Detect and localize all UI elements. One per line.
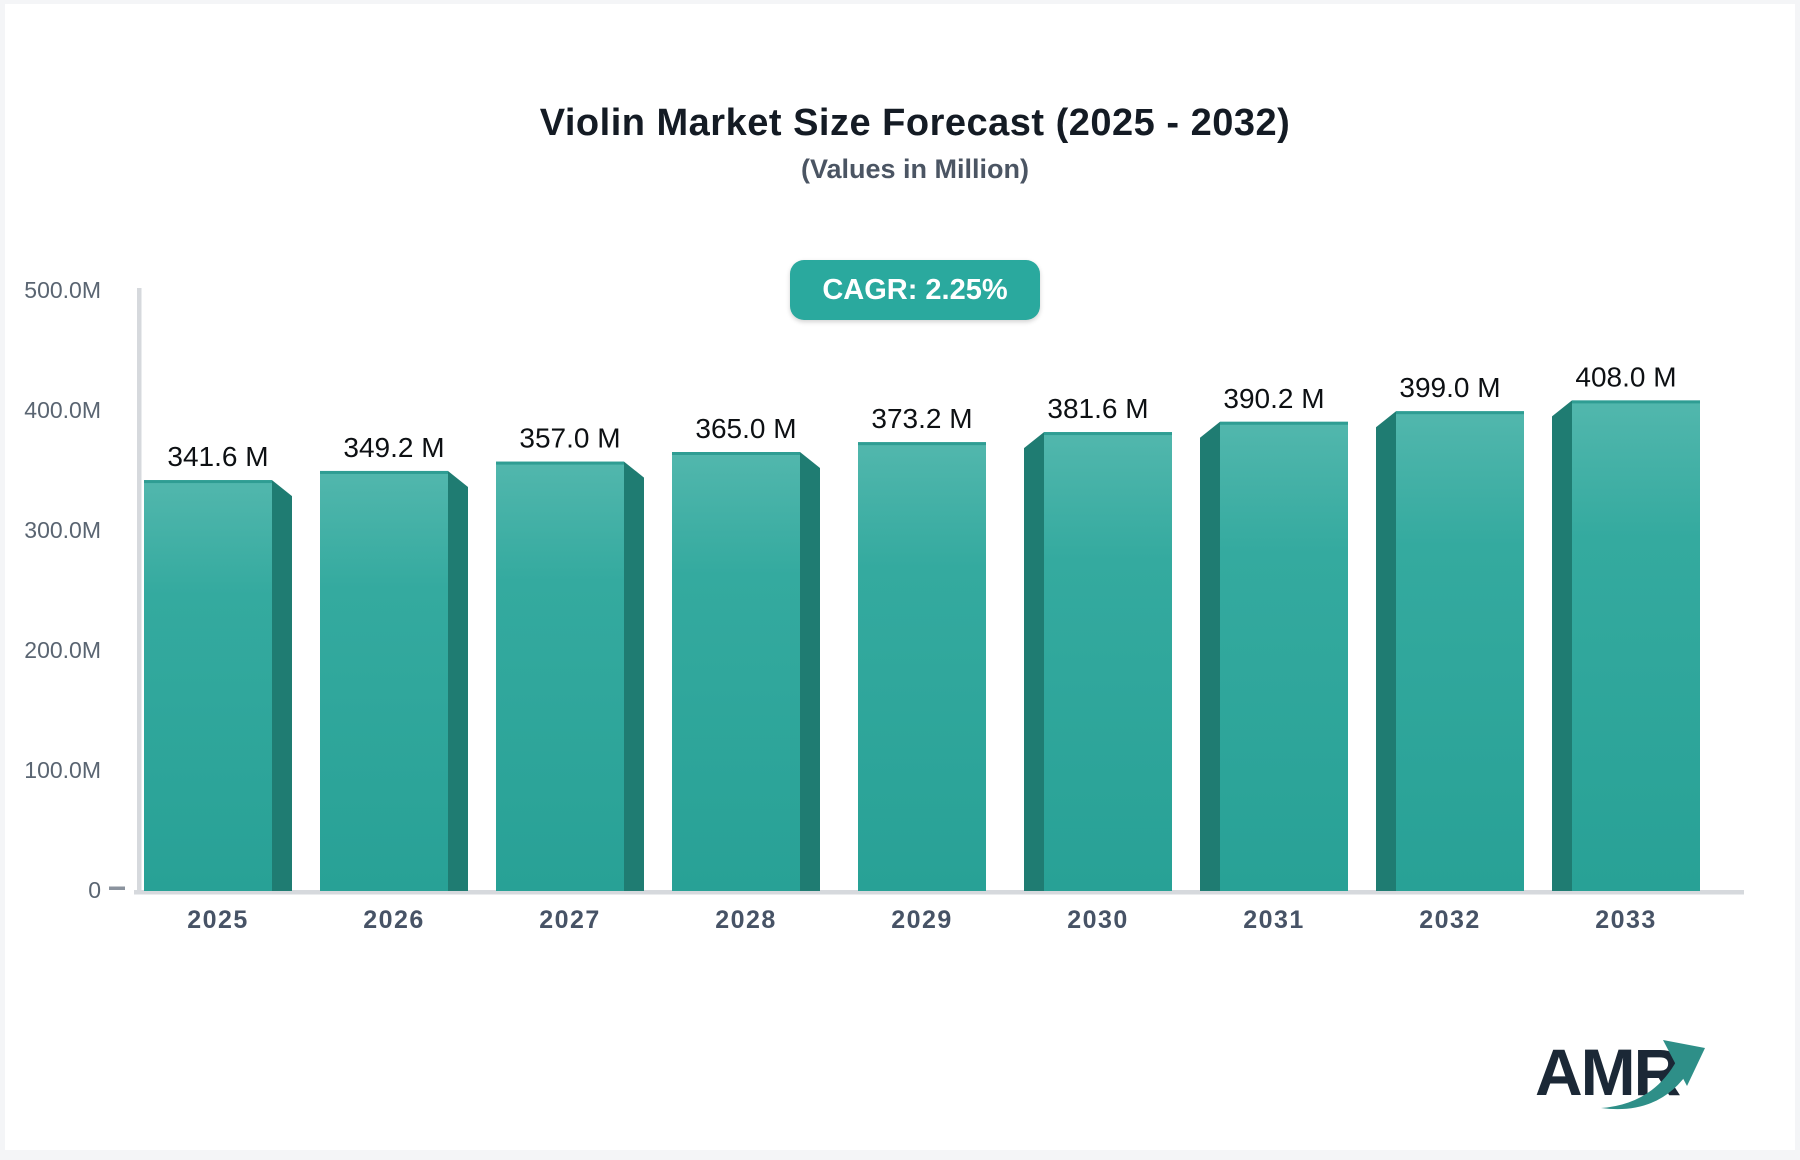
bar-chart-canvas: 0 100.0M 200.0M 300.0M 400.0M 500.0M 341.6 M 20…	[24, 277, 1744, 934]
amr-logo: AMR	[1525, 1034, 1745, 1134]
bar-side-face	[1024, 432, 1044, 891]
bar-2027[interactable]	[496, 461, 624, 891]
bar-top-edge	[1572, 400, 1700, 404]
bar-group-2029	[858, 442, 986, 891]
bar-side-face	[1376, 411, 1396, 891]
y-axis-label-300: 300.0M	[24, 517, 101, 543]
value-label-2027: 357.0 M	[519, 423, 620, 454]
value-label-2026: 349.2 M	[343, 432, 444, 463]
y-axis-label-0: 0	[88, 877, 101, 903]
bar-top-edge	[320, 470, 448, 474]
bar-2031[interactable]	[1220, 421, 1348, 891]
value-label-2029: 373.2 M	[871, 403, 972, 434]
bar-side-face	[448, 470, 468, 891]
bar-2028[interactable]	[672, 452, 800, 891]
chart-card: Violin Market Size Forecast (2025 - 2032…	[5, 4, 1795, 1150]
x-axis-label-2028: 2028	[715, 906, 777, 934]
value-label-2032: 399.0 M	[1399, 372, 1500, 403]
y-axis-label-100: 100.0M	[24, 757, 101, 783]
x-axis-label-2031: 2031	[1243, 906, 1305, 934]
y-axis-tick-zero	[109, 886, 125, 890]
y-axis-label-400: 400.0M	[24, 397, 101, 423]
value-label-2033: 408.0 M	[1575, 361, 1676, 392]
bar-group-2032	[1376, 411, 1524, 891]
bar-2029[interactable]	[858, 442, 986, 891]
bar-top-edge	[144, 480, 272, 484]
bar-side-face	[1200, 421, 1220, 891]
bar-2025[interactable]	[144, 480, 272, 891]
x-axis-label-2025: 2025	[187, 906, 249, 934]
bar-group-2030	[1024, 432, 1172, 891]
x-axis-line	[134, 890, 1744, 895]
bar-group-2026	[320, 470, 468, 891]
growth-arrow-shape	[1663, 1040, 1705, 1086]
bar-group-2025	[144, 480, 292, 891]
x-axis-label-2029: 2029	[891, 906, 953, 934]
bar-side-face	[624, 461, 644, 891]
x-axis-label-2030: 2030	[1067, 906, 1129, 934]
bar-side-face	[1552, 400, 1572, 891]
bar-top-edge	[1044, 432, 1172, 436]
bar-side-face	[800, 452, 820, 891]
bar-group-2031	[1200, 421, 1348, 891]
growth-arrow-icon	[1601, 1040, 1705, 1110]
value-label-2025: 341.6 M	[167, 441, 268, 472]
x-axis-label-2027: 2027	[539, 906, 601, 934]
bar-top-edge	[496, 461, 624, 465]
bar-top-edge	[1220, 421, 1348, 425]
x-axis-label-2026: 2026	[363, 906, 425, 934]
x-axis-label-2033: 2033	[1595, 906, 1657, 934]
bar-2026[interactable]	[320, 470, 448, 891]
bar-top-edge	[672, 452, 800, 455]
bar-2033[interactable]	[1572, 400, 1700, 891]
bar-2032[interactable]	[1396, 411, 1524, 891]
bar-group-2033	[1552, 400, 1700, 891]
bar-2030[interactable]	[1044, 432, 1172, 891]
value-label-2031: 390.2 M	[1223, 383, 1324, 414]
value-label-2028: 365.0 M	[695, 413, 796, 444]
bar-group-2028	[672, 452, 820, 891]
bar-side-face	[272, 480, 292, 891]
chart-subtitle: (Values in Million)	[800, 154, 1030, 184]
y-axis-label-200: 200.0M	[24, 637, 101, 663]
bar-top-edge	[858, 442, 986, 446]
y-axis-label-500: 500.0M	[24, 277, 101, 303]
cagr-badge: CAGR: 2.25%	[790, 260, 1040, 320]
chart-title: Violin Market Size Forecast (2025 - 2032…	[539, 102, 1291, 144]
y-axis-line	[137, 288, 142, 894]
value-label-2030: 381.6 M	[1047, 393, 1148, 424]
bar-top-edge	[1396, 411, 1524, 415]
x-axis-label-2032: 2032	[1419, 906, 1481, 934]
bar-group-2027	[496, 461, 644, 891]
